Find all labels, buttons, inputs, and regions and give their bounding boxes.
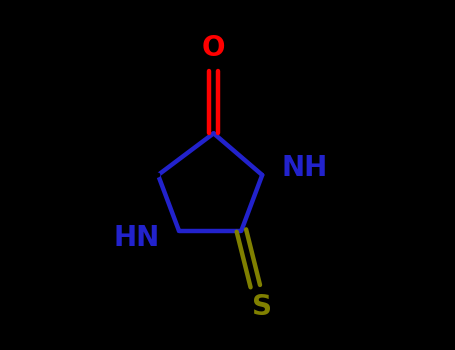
Text: HN: HN <box>114 224 160 252</box>
Text: S: S <box>252 293 272 321</box>
Text: O: O <box>202 34 225 62</box>
Text: NH: NH <box>281 154 328 182</box>
